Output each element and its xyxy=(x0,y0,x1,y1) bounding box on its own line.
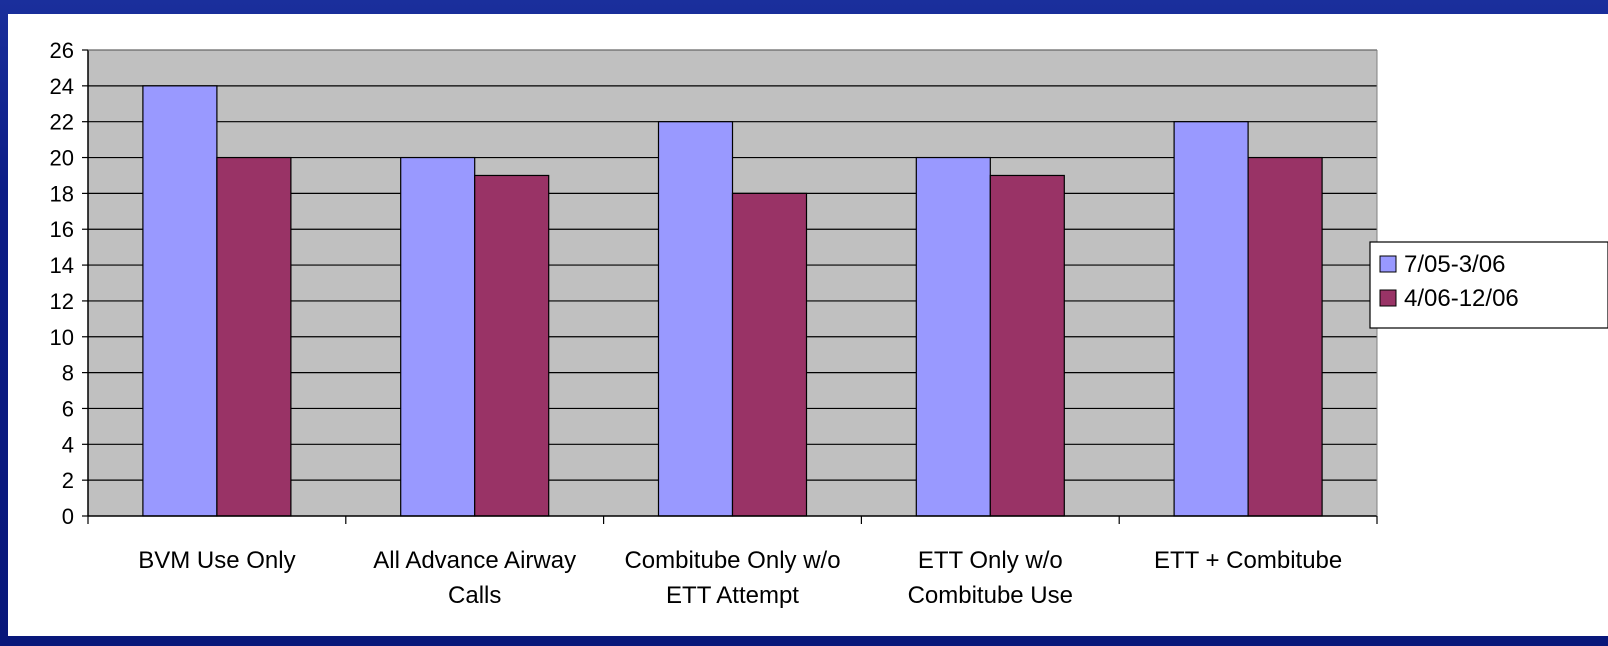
x-tick-label: Combitube Use xyxy=(908,582,1073,609)
legend-swatch xyxy=(1379,289,1397,307)
y-tick-label: 14 xyxy=(50,253,74,278)
bar-series2-cat4 xyxy=(989,174,1065,517)
y-tick-label: 8 xyxy=(62,361,74,386)
x-tick-labels: BVM Use Only All Advance Airway Calls Combi… xyxy=(138,547,1342,609)
y-tick-label: 10 xyxy=(50,325,74,350)
bars xyxy=(142,85,1323,517)
y-tick-label: 24 xyxy=(50,74,74,99)
legend-label: 4/06-12/06 xyxy=(1404,285,1519,312)
x-tick-label: Calls xyxy=(448,582,501,609)
y-tick-label: 2 xyxy=(62,468,74,493)
axes xyxy=(82,49,1378,524)
x-tick-label: All Advance Airway xyxy=(373,547,576,574)
bar-series1-cat1 xyxy=(142,85,218,517)
bar-series2-cat3 xyxy=(731,192,808,517)
legend: 7/05-3/06 4/06-12/06 xyxy=(1369,241,1608,329)
y-tick-label: 16 xyxy=(50,217,74,242)
bar-series1-cat3 xyxy=(657,121,734,517)
legend-label: 7/05-3/06 xyxy=(1404,251,1505,278)
x-tick-label: BVM Use Only xyxy=(138,547,295,574)
x-tick-label: ETT + Combitube xyxy=(1154,547,1342,574)
y-tick-label: 12 xyxy=(50,289,74,314)
y-tick-label: 20 xyxy=(50,146,74,171)
y-tick-label: 18 xyxy=(50,181,74,206)
x-tick-label: ETT Attempt xyxy=(666,582,799,609)
x-tick-label: Combitube Only w/o xyxy=(624,547,840,574)
legend-box xyxy=(1369,241,1608,329)
y-tick-label: 26 xyxy=(50,38,74,63)
y-tick-label: 4 xyxy=(62,432,74,457)
bar-series1-cat5 xyxy=(1173,121,1249,517)
bar-series2-cat2 xyxy=(474,174,550,517)
legend-swatch xyxy=(1379,255,1397,273)
bar-series1-cat2 xyxy=(400,156,476,517)
y-tick-label: 22 xyxy=(50,110,74,135)
y-tick-label: 6 xyxy=(62,396,74,421)
y-tick-label: 0 xyxy=(62,504,74,529)
bar-series2-cat5 xyxy=(1247,156,1323,517)
bar-series1-cat4 xyxy=(915,156,991,517)
bar-series2-cat1 xyxy=(216,156,292,517)
x-tick-label: ETT Only w/o xyxy=(918,547,1063,574)
